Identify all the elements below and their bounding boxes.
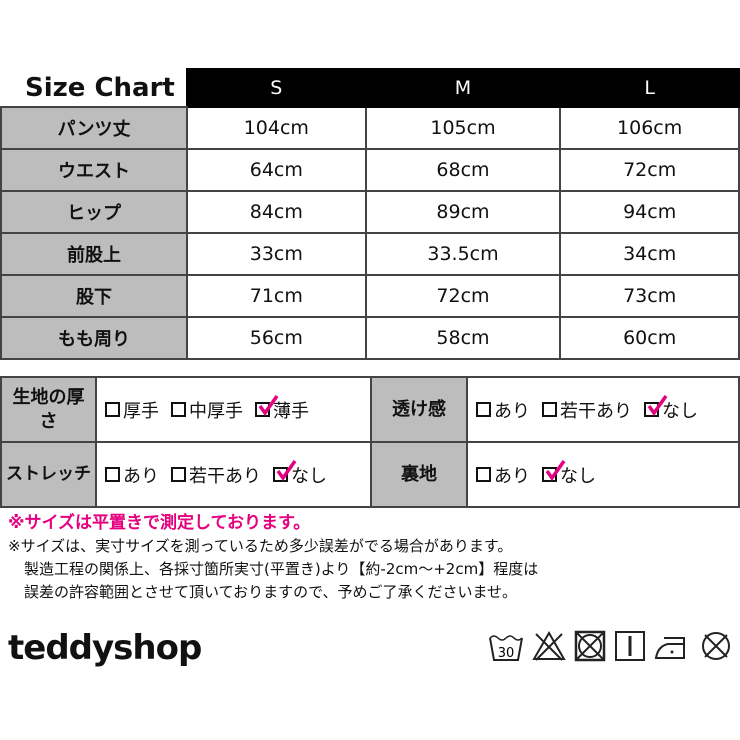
size-row: ウエスト 64cm 68cm 72cm — [0, 148, 740, 192]
size-row: 前股上 33cm 33.5cm 34cm — [0, 232, 740, 276]
option-unchecked: あり — [476, 462, 530, 488]
measurement-value: 33cm — [186, 232, 367, 276]
notes: ※サイズは平置きで測定しております。 ※サイズは、実寸サイズを測っているため多少… — [8, 512, 538, 604]
note-tolerance-3: 誤差の許容範囲とさせて頂いておりますので、予めご了承くださいませ。 — [24, 583, 518, 601]
measurement-value: 60cm — [559, 316, 740, 360]
checkbox-icon — [171, 467, 186, 482]
option-unchecked: 中厚手 — [171, 397, 243, 423]
brand-logo: teddyshop — [8, 628, 202, 668]
measurement-value: 106cm — [559, 106, 740, 150]
measurement-label: もも周り — [0, 316, 188, 360]
check-mark-icon — [647, 395, 668, 417]
measurement-label: ウエスト — [0, 148, 188, 192]
check-mark-icon — [258, 395, 279, 417]
option-unchecked: あり — [105, 462, 159, 488]
option-unchecked: 若干あり — [171, 462, 261, 488]
no-bleach-icon — [532, 630, 566, 661]
fabric-attributes-table: 生地の厚さ 厚手 中厚手 薄手 透け感 あり 若干あり なし ストレッチ あり 若干あり なし 裏… — [0, 376, 740, 508]
option-unchecked: あり — [476, 397, 530, 423]
option-unchecked: 厚手 — [105, 397, 159, 423]
measurement-value: 73cm — [559, 274, 740, 318]
option-checked: 薄手 — [255, 395, 309, 423]
note-tolerance-2: 製造工程の関係上、各採寸箇所実寸(平置き)より【約-2cm～+2cm】程度は — [24, 560, 539, 578]
measurement-label: ヒップ — [0, 190, 188, 234]
option-checked: なし — [542, 460, 596, 488]
measurement-value: 105cm — [364, 106, 562, 150]
option-label: あり — [123, 465, 159, 487]
measurement-label: 股下 — [0, 274, 188, 318]
option-checked: なし — [644, 395, 698, 423]
measurement-value: 68cm — [364, 148, 562, 192]
measurement-value: 84cm — [186, 190, 367, 234]
option-label: なし — [560, 465, 596, 487]
attr-label: 生地の厚さ — [0, 376, 97, 443]
option-label: あり — [494, 400, 530, 422]
attr-label: 透け感 — [370, 376, 468, 443]
size-m: M — [364, 68, 562, 108]
measurement-value: 64cm — [186, 148, 367, 192]
checkbox-icon — [273, 460, 297, 482]
measurement-value: 72cm — [364, 274, 562, 318]
measurement-value: 104cm — [186, 106, 367, 150]
no-tumble-dry-icon — [574, 630, 606, 662]
note-measurement: ※サイズは平置きで測定しております。 — [8, 513, 311, 533]
checkbox-icon — [476, 402, 491, 417]
size-chart-table: Size Chart S M L パンツ丈 104cm 105cm 106cm ウエスト… — [0, 68, 740, 360]
checkbox-icon — [171, 402, 186, 417]
wash-temp: 30 — [498, 646, 515, 661]
wash-30-icon: 30 — [489, 635, 523, 661]
line-dry-icon — [615, 631, 645, 661]
size-row: ヒップ 84cm 89cm 94cm — [0, 190, 740, 234]
checkbox-icon — [542, 460, 566, 482]
option-unchecked: 若干あり — [542, 397, 632, 423]
size-s: S — [186, 68, 367, 108]
no-dry-clean-icon — [702, 632, 730, 660]
measurement-value: 33.5cm — [364, 232, 562, 276]
option-label: あり — [494, 465, 530, 487]
size-row: 股下 71cm 72cm 73cm — [0, 274, 740, 318]
option-label: 若干あり — [560, 400, 632, 422]
checkbox-icon — [255, 395, 279, 417]
option-label: なし — [291, 465, 327, 487]
size-chart-title: Size Chart — [1, 69, 187, 108]
size-row: パンツ丈 104cm 105cm 106cm — [0, 106, 740, 150]
measurement-label: 前股上 — [0, 232, 188, 276]
attr-label: ストレッチ — [0, 441, 97, 508]
measurement-label: パンツ丈 — [0, 106, 188, 150]
measurement-value: 71cm — [186, 274, 367, 318]
measurement-value: 56cm — [186, 316, 367, 360]
checkbox-icon — [105, 402, 120, 417]
size-row: もも周り 56cm 58cm 60cm — [0, 316, 740, 360]
measurement-value: 72cm — [559, 148, 740, 192]
attr-label: 裏地 — [370, 441, 468, 508]
check-mark-icon — [545, 460, 566, 482]
care-icons: 30 — [488, 630, 732, 662]
measurement-value: 34cm — [559, 232, 740, 276]
option-label: なし — [662, 400, 698, 422]
option-checked: なし — [273, 460, 327, 488]
option-label: 薄手 — [273, 400, 309, 422]
measurement-value: 89cm — [364, 190, 562, 234]
check-mark-icon — [276, 460, 297, 482]
checkbox-icon — [476, 467, 491, 482]
note-tolerance: ※サイズは、実寸サイズを測っているため多少誤差がでる場合があります。 — [8, 537, 513, 555]
size-l: L — [559, 68, 740, 108]
size-header-row: Size Chart S M L — [1, 68, 740, 108]
measurement-value: 94cm — [559, 190, 740, 234]
iron-low-icon — [654, 637, 685, 659]
option-label: 若干あり — [189, 465, 261, 487]
option-label: 厚手 — [123, 400, 159, 422]
checkbox-icon — [644, 395, 668, 417]
checkbox-icon — [105, 467, 120, 482]
option-label: 中厚手 — [189, 400, 243, 422]
attr-label-text: 生地の厚さ — [12, 387, 85, 432]
measurement-value: 58cm — [364, 316, 562, 360]
checkbox-icon — [542, 402, 557, 417]
